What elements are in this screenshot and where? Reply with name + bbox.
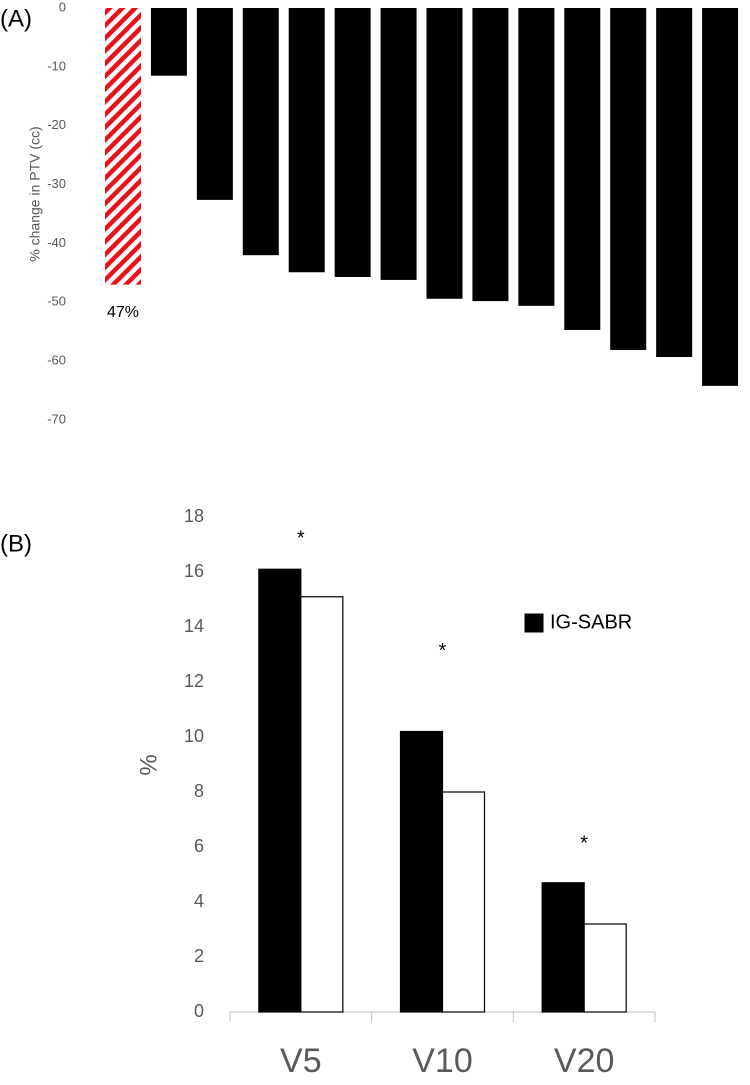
y-tick-label: -30 [47,176,66,191]
legend-label: IG-SABR [550,611,632,633]
y-tick-label: 10 [184,726,204,746]
bar [105,8,141,285]
y-tick-label: 18 [184,506,204,526]
y-tick-label: -60 [47,353,66,368]
y-axis-label: % [135,754,162,775]
bar [441,791,486,1013]
y-tick-label: -20 [47,117,66,132]
bar [288,8,325,273]
y-tick-label: 0 [194,1001,204,1021]
bar [610,8,647,350]
y-tick-label: 16 [184,561,204,581]
panel-label: (A) [0,5,32,32]
bar [656,8,693,358]
bar [583,923,627,1013]
bar [541,882,585,1013]
bar [334,8,371,277]
y-tick-label: 0 [59,0,66,14]
bar [196,8,233,200]
bar [472,8,509,302]
y-tick-label: -70 [47,411,66,426]
y-tick-label: 14 [184,616,204,636]
panel-label: (B) [0,530,32,557]
bar [426,8,463,299]
bar [242,8,279,256]
y-tick-label: 12 [184,671,204,691]
legend-swatch [524,613,544,633]
x-tick-label: V20 [554,1042,615,1080]
y-tick-label: 6 [194,836,204,856]
y-tick-label: -50 [47,294,66,309]
bar [518,8,555,306]
bar [399,730,444,1013]
significance-marker: * [580,833,588,855]
significance-marker: * [439,640,447,662]
bar [702,8,739,386]
bar [150,8,187,76]
bar [258,568,302,1013]
bar [380,8,417,280]
y-tick-label: -10 [47,58,66,73]
y-tick-label: -40 [47,235,66,250]
x-tick-label: V5 [280,1042,322,1080]
y-axis-label: % change in PTV (cc) [27,126,43,261]
x-tick-label: V10 [412,1042,473,1080]
y-tick-label: 2 [194,946,204,966]
y-tick-label: 8 [194,781,204,801]
y-tick-label: 4 [194,891,204,911]
significance-marker: * [297,527,305,549]
bar [300,596,344,1013]
data-label: 47% [107,304,139,321]
bar [564,8,601,330]
